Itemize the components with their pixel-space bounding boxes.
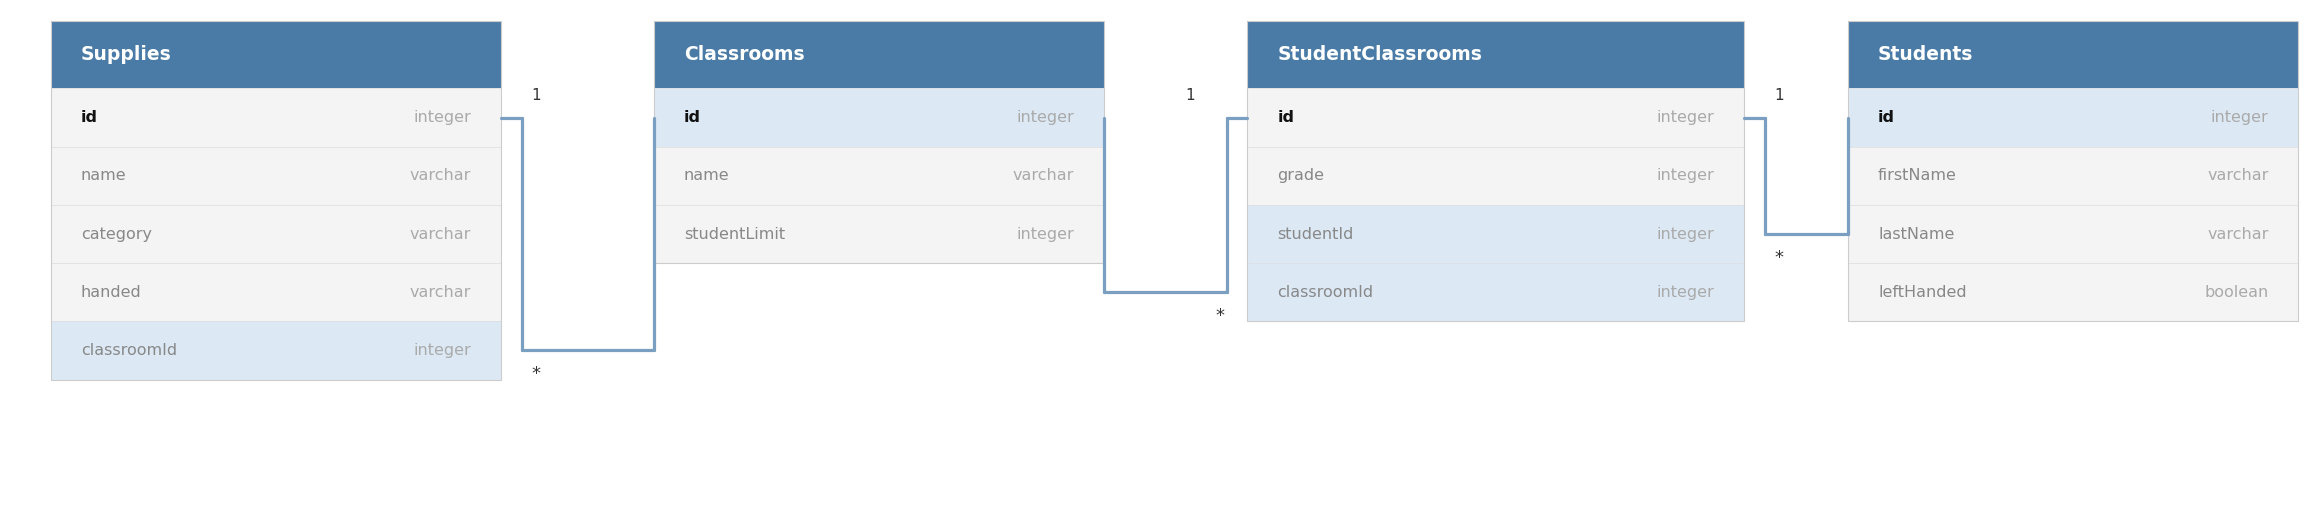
Text: integer: integer [1016, 110, 1074, 125]
Text: Supplies: Supplies [81, 45, 171, 64]
Text: integer: integer [1656, 227, 1714, 241]
FancyBboxPatch shape [51, 88, 501, 147]
Text: studentLimit: studentLimit [684, 227, 785, 241]
Text: varchar: varchar [1012, 168, 1074, 183]
Text: integer: integer [2211, 110, 2268, 125]
FancyBboxPatch shape [1247, 147, 1744, 205]
Text: leftHanded: leftHanded [1878, 285, 1966, 300]
FancyBboxPatch shape [1247, 205, 1744, 263]
Text: varchar: varchar [2206, 168, 2268, 183]
FancyBboxPatch shape [1848, 205, 2298, 263]
FancyBboxPatch shape [1848, 263, 2298, 321]
Text: grade: grade [1277, 168, 1324, 183]
Text: firstName: firstName [1878, 168, 1957, 183]
FancyBboxPatch shape [1848, 88, 2298, 147]
FancyBboxPatch shape [654, 88, 1104, 147]
Text: lastName: lastName [1878, 227, 1954, 241]
Text: varchar: varchar [409, 285, 471, 300]
FancyBboxPatch shape [51, 263, 501, 321]
FancyBboxPatch shape [1247, 263, 1744, 321]
Text: boolean: boolean [2204, 285, 2268, 300]
Text: integer: integer [413, 110, 471, 125]
FancyBboxPatch shape [1247, 21, 1744, 88]
Text: name: name [684, 168, 730, 183]
Text: handed: handed [81, 285, 141, 300]
Text: category: category [81, 227, 152, 241]
FancyBboxPatch shape [51, 321, 501, 380]
FancyBboxPatch shape [654, 205, 1104, 263]
Text: studentId: studentId [1277, 227, 1354, 241]
Text: varchar: varchar [409, 227, 471, 241]
Text: integer: integer [1016, 227, 1074, 241]
Text: Students: Students [1878, 45, 1973, 64]
Text: id: id [684, 110, 700, 125]
Text: id: id [1277, 110, 1294, 125]
Text: *: * [531, 365, 541, 383]
FancyBboxPatch shape [1247, 88, 1744, 147]
FancyBboxPatch shape [51, 147, 501, 205]
Text: *: * [1774, 249, 1783, 267]
Text: StudentClassrooms: StudentClassrooms [1277, 45, 1483, 64]
Text: name: name [81, 168, 127, 183]
Text: Classrooms: Classrooms [684, 45, 804, 64]
Text: id: id [81, 110, 97, 125]
FancyBboxPatch shape [51, 21, 501, 88]
Text: classroomId: classroomId [1277, 285, 1374, 300]
FancyBboxPatch shape [1848, 21, 2298, 88]
FancyBboxPatch shape [654, 21, 1104, 88]
Text: integer: integer [1656, 285, 1714, 300]
FancyBboxPatch shape [1848, 147, 2298, 205]
Text: varchar: varchar [2206, 227, 2268, 241]
Text: 1: 1 [531, 88, 541, 103]
Text: integer: integer [413, 343, 471, 358]
Text: 1: 1 [1774, 88, 1783, 103]
Text: *: * [1215, 307, 1224, 325]
Text: id: id [1878, 110, 1894, 125]
Text: integer: integer [1656, 168, 1714, 183]
Text: integer: integer [1656, 110, 1714, 125]
FancyBboxPatch shape [51, 205, 501, 263]
Text: varchar: varchar [409, 168, 471, 183]
FancyBboxPatch shape [654, 147, 1104, 205]
Text: 1: 1 [1185, 88, 1194, 103]
Text: classroomId: classroomId [81, 343, 178, 358]
